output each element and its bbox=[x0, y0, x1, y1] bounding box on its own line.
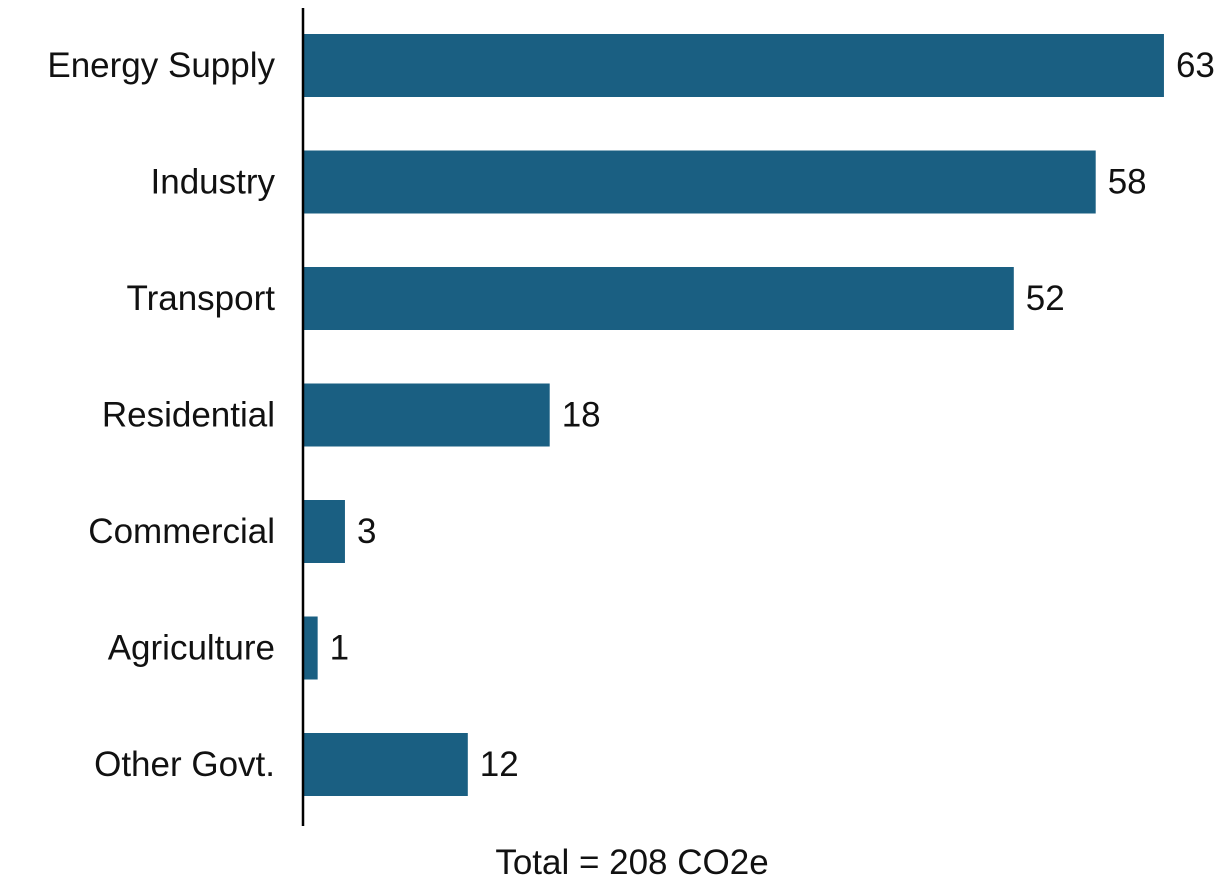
bar-transport bbox=[304, 267, 1014, 330]
bar-energy-supply bbox=[304, 34, 1164, 97]
category-label-agriculture: Agriculture bbox=[108, 629, 275, 668]
category-label-energy-supply: Energy Supply bbox=[47, 46, 275, 85]
value-label-agriculture: 1 bbox=[330, 629, 349, 668]
labels-group: Energy Supply 63 Industry 58 Transport 52 Resi… bbox=[47, 46, 1215, 784]
bar-agriculture bbox=[304, 616, 318, 680]
value-label-transport: 52 bbox=[1026, 279, 1065, 318]
value-label-residential: 18 bbox=[562, 396, 601, 435]
value-label-energy-supply: 63 bbox=[1176, 46, 1215, 85]
bar-industry bbox=[304, 150, 1096, 214]
category-label-residential: Residential bbox=[102, 396, 275, 435]
value-label-commercial: 3 bbox=[357, 512, 376, 551]
category-label-commercial: Commercial bbox=[88, 512, 275, 551]
bar-commercial bbox=[304, 500, 345, 563]
bars-group bbox=[304, 34, 1164, 796]
total-caption: Total = 208 CO2e bbox=[495, 843, 768, 881]
category-label-other-govt: Other Govt. bbox=[94, 745, 275, 784]
category-label-industry: Industry bbox=[151, 163, 276, 202]
bar-residential bbox=[304, 383, 550, 447]
category-label-transport: Transport bbox=[127, 279, 276, 318]
value-label-other-govt: 12 bbox=[480, 745, 519, 784]
bar-other-govt bbox=[304, 733, 468, 796]
value-label-industry: 58 bbox=[1108, 163, 1147, 202]
